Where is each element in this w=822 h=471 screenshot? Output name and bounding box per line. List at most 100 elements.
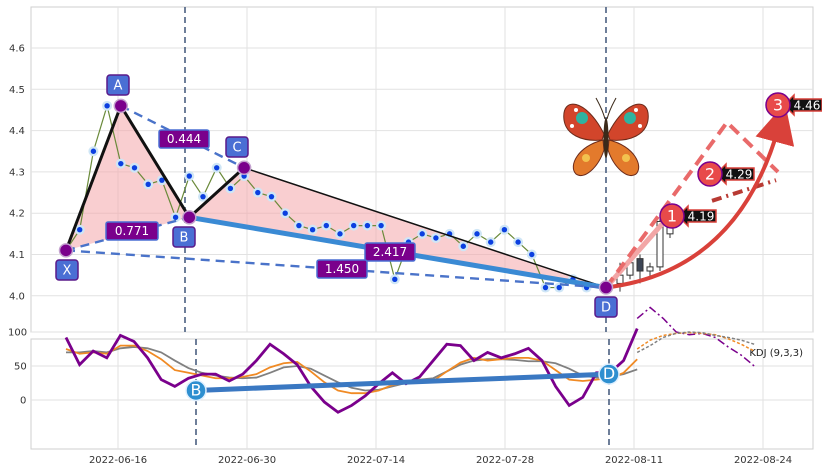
price-point [419,231,425,237]
bcd-triangle [189,167,607,288]
x-tick-label: 2022-06-30 [218,455,276,466]
kdj-panel-frame [30,338,814,450]
main-y-tick-label: 4.2 [9,209,25,220]
x-tick-label: 2022-07-28 [476,455,534,466]
kdj-projection-line [636,331,755,354]
price-point [309,227,316,233]
price-point [501,227,508,233]
kdj-y-tick-label: 100 [8,328,27,339]
kdj-point-label: B [191,380,202,399]
target-number-circle [697,161,723,187]
leg-bc [188,166,246,219]
pattern-point-label: D [601,301,611,316]
price-point [145,181,151,187]
ratio-label: 1.450 [325,262,359,276]
price-point [296,222,302,229]
price-point [556,284,562,291]
pattern-point-marker [113,98,129,114]
price-point [323,222,329,229]
target-value-label: 4.29 [726,168,753,182]
price-point [255,189,261,196]
price-point [268,193,275,200]
price-point [542,284,549,291]
candle-body [656,220,664,268]
ratio-badge [105,221,159,241]
price-point [118,160,124,167]
ratio-label: 2.417 [373,245,407,259]
target-arrow [782,93,822,117]
pattern-point-label: B [180,231,189,246]
main-y-tick-label: 4.5 [9,85,25,96]
projection-leg-2 [604,119,780,289]
kdj-point-marker [185,379,207,402]
pattern-point-label: C [232,141,241,156]
main-y-tick-label: 4.4 [9,126,25,137]
target-value-label: 4.19 [688,210,715,224]
x-tick-label: 2022-07-14 [347,455,405,466]
main-y-tick-label: 4.0 [9,291,25,302]
price-point [77,227,83,233]
target-number-label: 3 [773,96,783,115]
ratio-label: 0.444 [167,132,201,146]
kdj-point-label: D [603,364,615,383]
ratio-badge [364,242,416,262]
target-arrow [676,204,717,228]
price-point [282,210,288,216]
price-point [214,165,220,171]
pattern-point-marker [182,210,197,225]
kdj-legend-label: KDJ (9,3,3) [749,348,803,359]
candle-body [646,266,654,272]
pattern-point-badge [55,259,79,281]
pattern-point-marker [598,280,614,295]
price-point [474,231,480,237]
kdj-line [64,328,639,414]
price-point [433,235,439,241]
x-tick-label: 2022-08-11 [605,455,663,466]
ratio-badge [158,129,210,149]
price-point [529,251,535,258]
price-point [337,231,343,237]
target-number-circle [659,203,685,229]
target-number-circle [765,92,791,118]
leg-ab [119,105,191,219]
price-point [392,276,398,282]
pattern-point-marker [58,243,74,258]
price-point [172,214,179,221]
target-arrow [714,162,755,186]
pattern-point-label: X [63,264,72,279]
price-point [104,103,110,109]
kdj-projection-line [636,306,755,367]
pattern-point-label: A [114,79,123,94]
price-point [351,222,357,229]
price-point [460,243,466,249]
price-point [364,222,371,229]
xab-triangle [66,105,190,251]
ratio-badge [316,259,368,279]
kdj-point-marker [598,363,620,385]
pattern-point-badge [172,226,196,248]
price-point [186,173,192,179]
price-point [488,239,494,245]
main-y-tick-label: 4.3 [9,167,25,178]
pattern-point-badge [594,296,618,318]
main-y-tick-label: 4.1 [9,250,25,261]
kdj-divergence-line [195,371,610,393]
price-point [227,185,234,192]
price-point [90,148,97,154]
price-point [200,193,206,200]
price-point [378,222,384,229]
pattern-point-badge [106,74,130,96]
main-y-tick-label: 4.6 [9,44,25,55]
kdj-projection-line [636,331,755,352]
projection-leg-1 [604,215,670,290]
leg-cd [243,167,607,289]
x-tick-label: 2022-06-16 [89,455,147,466]
leg-xa [64,105,123,251]
kdj-y-tick-label: 0 [20,396,26,407]
x-tick-label: 2022-08-24 [734,455,792,466]
target-value-label: 4.46 [794,99,821,113]
price-point [131,165,138,171]
price-point [159,177,165,183]
